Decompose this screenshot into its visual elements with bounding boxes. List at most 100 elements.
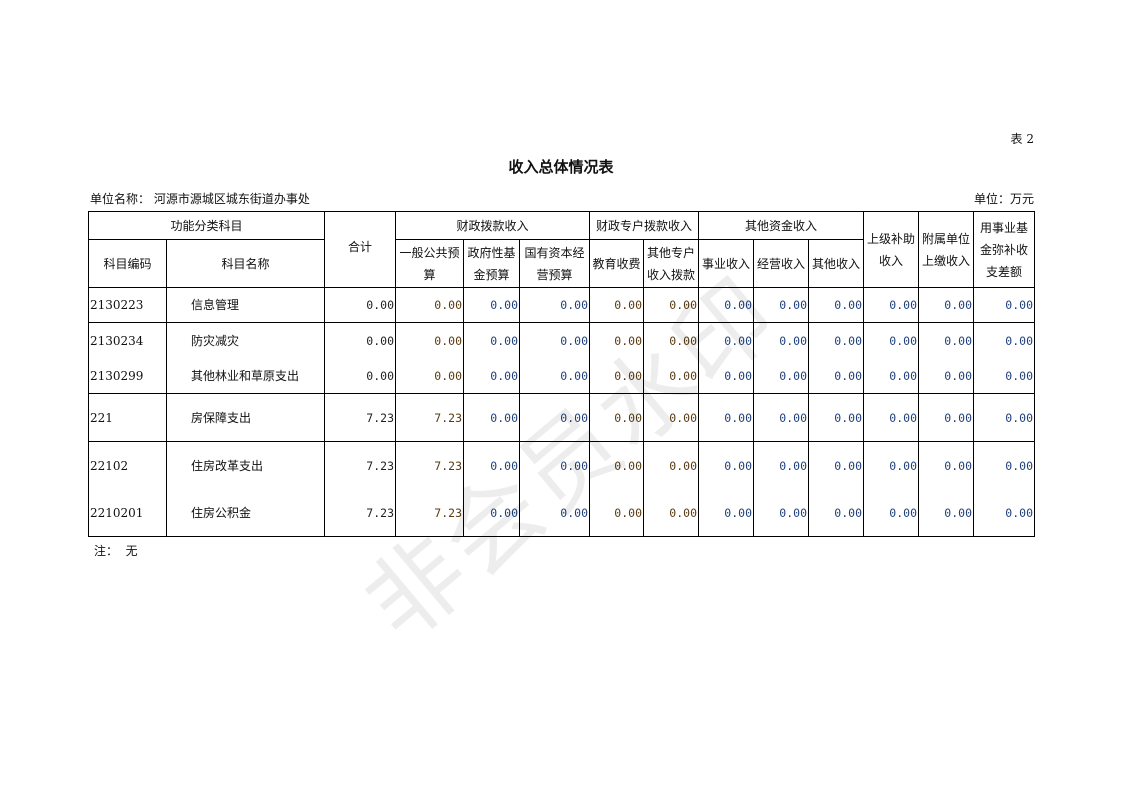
row-value: 0.00 bbox=[918, 322, 974, 359]
header-fund-offset: 用事业基金弥补收支差额 bbox=[973, 211, 1035, 288]
row-value: 0.00 bbox=[753, 322, 809, 359]
row-value: 0.00 bbox=[463, 358, 520, 394]
row-value: 0.00 bbox=[463, 489, 520, 537]
row-value: 0.00 bbox=[808, 322, 864, 359]
row-value: 0.00 bbox=[698, 287, 754, 323]
row-value: 0.00 bbox=[643, 393, 699, 442]
row-value: 0.00 bbox=[698, 393, 754, 442]
row-name: 住房公积金 bbox=[166, 489, 325, 537]
row-value: 0.00 bbox=[519, 322, 590, 359]
row-value: 0.00 bbox=[519, 489, 590, 537]
header-affiliated: 附属单位上缴收入 bbox=[918, 211, 974, 288]
row-value: 0.00 bbox=[863, 322, 919, 359]
row-name: 防灾减灾 bbox=[166, 322, 325, 359]
row-value: 0.00 bbox=[519, 287, 590, 323]
row-value: 0.00 bbox=[918, 358, 974, 394]
row-value: 0.00 bbox=[643, 287, 699, 323]
header-edu-fee: 教育收费 bbox=[589, 239, 644, 288]
row-value: 0.00 bbox=[589, 287, 644, 323]
row-value: 0.00 bbox=[395, 322, 464, 359]
row-value: 0.00 bbox=[753, 393, 809, 442]
table-row: 22102 住房改革支出 7.23 7.23 0.00 0.00 0.00 0.00 0.00 0… bbox=[88, 441, 1035, 490]
row-value: 7.23 bbox=[324, 441, 396, 490]
row-value: 0.00 bbox=[918, 287, 974, 323]
row-value: 0.00 bbox=[863, 287, 919, 323]
row-value: 0.00 bbox=[863, 441, 919, 490]
row-value: 0.00 bbox=[808, 287, 864, 323]
header-special-group: 财政专户拨款收入 bbox=[589, 211, 699, 240]
header-row-1: 功能分类科目 合计 财政拨款收入 财政专户拨款收入 其他资金收入 上级补助收入 … bbox=[88, 211, 1035, 288]
row-name: 住房改革支出 bbox=[166, 441, 325, 490]
header-business: 事业收入 bbox=[698, 239, 754, 288]
table-row: 2130299 其他林业和草原支出 0.00 0.00 0.00 0.00 0.00 0.00… bbox=[88, 358, 1035, 394]
header-other-special: 其他专户收入拨款 bbox=[643, 239, 699, 288]
table-row: 2130223 信息管理 0.00 0.00 0.00 0.00 0.00 0.00 0.00 0… bbox=[88, 287, 1035, 323]
row-code: 2130234 bbox=[88, 322, 167, 359]
row-value: 0.00 bbox=[589, 393, 644, 442]
income-table: 功能分类科目 合计 财政拨款收入 财政专户拨款收入 其他资金收入 上级补助收入 … bbox=[88, 211, 1035, 537]
row-value: 0.00 bbox=[973, 441, 1035, 490]
header-total: 合计 bbox=[324, 211, 396, 288]
row-value: 0.00 bbox=[589, 489, 644, 537]
row-value: 0.00 bbox=[808, 393, 864, 442]
row-value: 0.00 bbox=[808, 489, 864, 537]
row-value: 0.00 bbox=[973, 322, 1035, 359]
row-code: 2130299 bbox=[88, 358, 167, 394]
row-name: 其他林业和草原支出 bbox=[166, 358, 325, 394]
note-value: 无 bbox=[125, 544, 138, 558]
row-value: 0.00 bbox=[973, 358, 1035, 394]
row-value: 0.00 bbox=[753, 489, 809, 537]
row-value: 7.23 bbox=[395, 393, 464, 442]
row-value: 0.00 bbox=[863, 393, 919, 442]
row-value: 7.23 bbox=[324, 393, 396, 442]
row-value: 0.00 bbox=[463, 393, 520, 442]
unit-name-value: 河源市源城区城东街道办事处 bbox=[153, 192, 310, 206]
row-value: 0.00 bbox=[698, 441, 754, 490]
row-value: 0.00 bbox=[863, 358, 919, 394]
note: 注： 无 bbox=[94, 542, 138, 559]
row-value: 0.00 bbox=[324, 358, 396, 394]
row-value: 7.23 bbox=[395, 441, 464, 490]
header-other-group: 其他资金收入 bbox=[698, 211, 864, 240]
unit-name: 单位名称： 河源市源城区城东街道办事处 bbox=[90, 190, 310, 207]
row-value: 0.00 bbox=[753, 358, 809, 394]
row-code: 221 bbox=[88, 393, 167, 442]
unit-name-label: 单位名称： bbox=[90, 192, 151, 206]
row-value: 0.00 bbox=[395, 287, 464, 323]
row-value: 0.00 bbox=[519, 358, 590, 394]
row-code: 2130223 bbox=[88, 287, 167, 323]
row-value: 0.00 bbox=[589, 441, 644, 490]
row-value: 0.00 bbox=[808, 358, 864, 394]
table-row: 2130234 防灾减灾 0.00 0.00 0.00 0.00 0.00 0.00 0.00 0… bbox=[88, 322, 1035, 359]
row-value: 7.23 bbox=[324, 489, 396, 537]
header-general: 一般公共预算 bbox=[395, 239, 464, 288]
note-label: 注： bbox=[94, 544, 119, 558]
header-state-capital: 国有资本经营预算 bbox=[519, 239, 590, 288]
header-func-group: 功能分类科目 bbox=[88, 211, 325, 240]
row-value: 7.23 bbox=[395, 489, 464, 537]
row-value: 0.00 bbox=[698, 489, 754, 537]
header-operating: 经营收入 bbox=[753, 239, 809, 288]
row-value: 0.00 bbox=[918, 393, 974, 442]
header-code: 科目编码 bbox=[88, 239, 167, 288]
row-value: 0.00 bbox=[589, 358, 644, 394]
table-number: 表 2 bbox=[1010, 132, 1034, 146]
page-title: 收入总体情况表 bbox=[508, 158, 614, 176]
row-value: 0.00 bbox=[973, 489, 1035, 537]
row-value: 0.00 bbox=[643, 441, 699, 490]
header-row-2: 科目编码 科目名称 一般公共预算 政府性基金预算 国有资本经营预算 教育收费 其… bbox=[88, 239, 1035, 288]
row-code: 22102 bbox=[88, 441, 167, 490]
row-code: 2210201 bbox=[88, 489, 167, 537]
row-value: 0.00 bbox=[589, 322, 644, 359]
row-value: 0.00 bbox=[753, 441, 809, 490]
row-value: 0.00 bbox=[643, 489, 699, 537]
unit-measure: 单位：万元 bbox=[973, 192, 1034, 206]
header-name: 科目名称 bbox=[166, 239, 325, 288]
row-value: 0.00 bbox=[973, 393, 1035, 442]
row-value: 0.00 bbox=[519, 441, 590, 490]
header-gov-fund: 政府性基金预算 bbox=[463, 239, 520, 288]
row-value: 0.00 bbox=[863, 489, 919, 537]
row-value: 0.00 bbox=[643, 322, 699, 359]
header-superior: 上级补助收入 bbox=[863, 211, 919, 288]
